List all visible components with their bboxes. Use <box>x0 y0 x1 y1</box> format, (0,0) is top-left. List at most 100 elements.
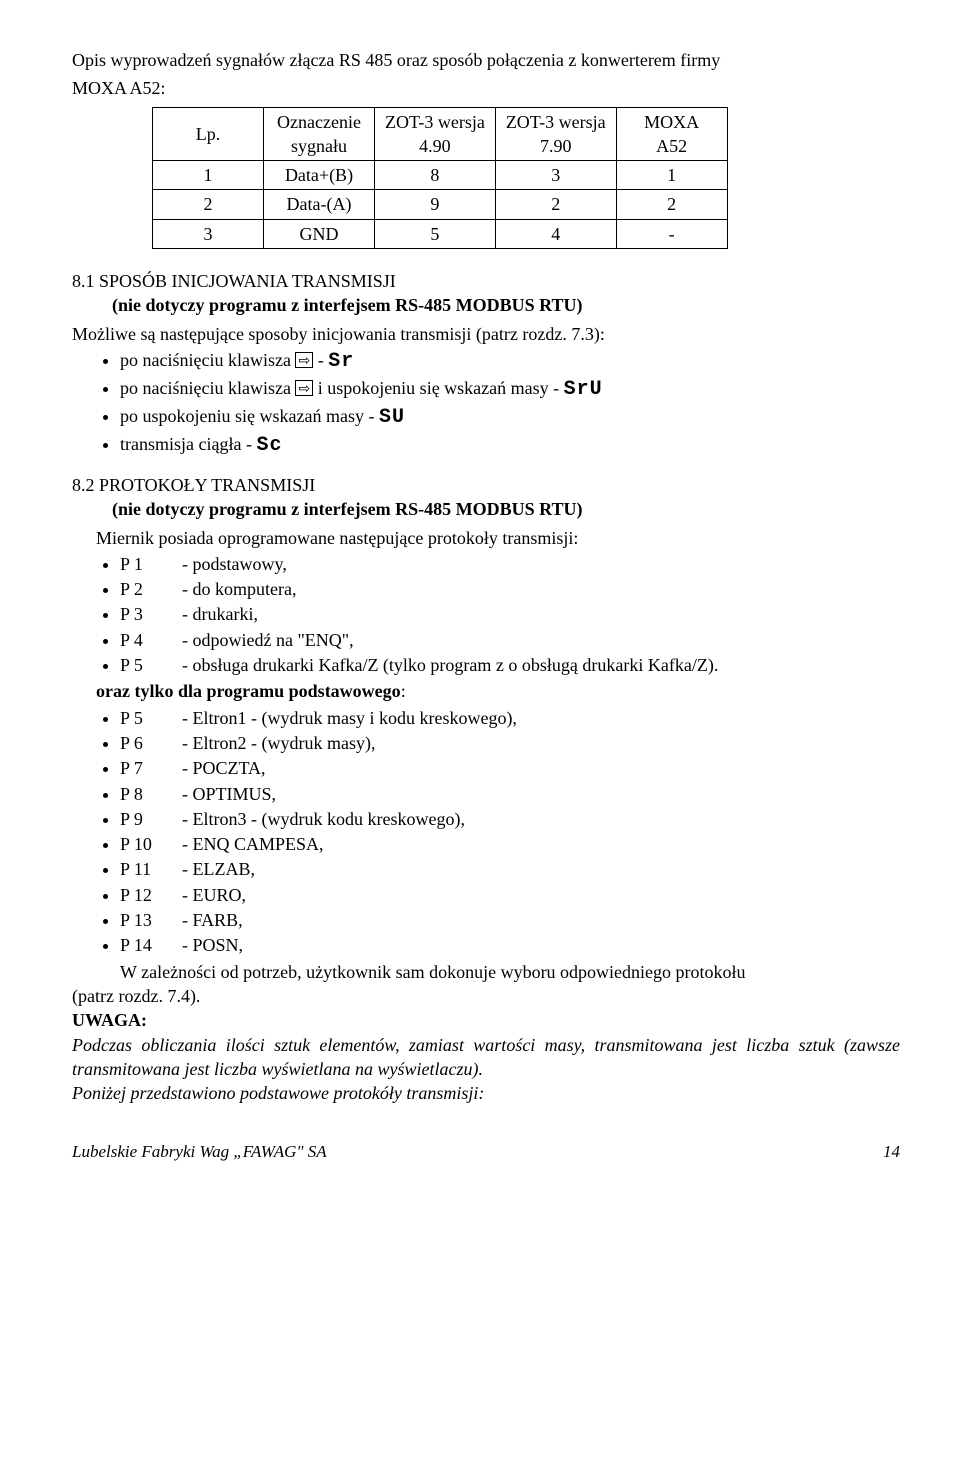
list-item: P 13- FARB, <box>120 908 900 932</box>
seg-display: Sr <box>328 350 354 373</box>
protocol-mid-text: oraz tylko dla programu podstawowego: <box>96 679 900 703</box>
th-text: sygnału <box>291 136 347 156</box>
section-82-lead: Miernik posiada oprogramowane następując… <box>96 526 900 550</box>
th-lp: Lp. <box>153 107 264 161</box>
li-text: po uspokojeniu się wskazań masy - <box>120 406 379 426</box>
th-text: A52 <box>656 136 687 156</box>
list-item: po naciśnięciu klawisza ⇨ i uspokojeniu … <box>120 376 900 403</box>
section-81-lead: Możliwe są następujące sposoby inicjowan… <box>72 322 900 346</box>
seg-display: SrU <box>564 378 603 401</box>
list-item: P 14- POSN, <box>120 933 900 957</box>
td: 2 <box>495 190 616 219</box>
seg-display: SU <box>379 406 405 429</box>
list-item: P 3- drukarki, <box>120 602 900 626</box>
th-text: MOXA <box>644 112 699 132</box>
list-item: P 1- podstawowy, <box>120 552 900 576</box>
footer-page-number: 14 <box>883 1141 900 1164</box>
section-82-sub: (nie dotyczy programu z interfejsem RS-4… <box>112 497 900 521</box>
mid-colon: : <box>401 681 406 701</box>
list-item: P 11- ELZAB, <box>120 857 900 881</box>
td: Data-(A) <box>264 190 375 219</box>
td: 2 <box>153 190 264 219</box>
proto-val: - EURO, <box>182 885 246 905</box>
proto-key: P 13 <box>120 908 182 932</box>
proto-val: - Eltron2 - (wydruk masy), <box>182 733 375 753</box>
uwaga-heading: UWAGA: <box>72 1008 900 1032</box>
proto-val: - podstawowy, <box>182 554 287 574</box>
th-z790: ZOT-3 wersja7.90 <box>495 107 616 161</box>
proto-val: - POCZTA, <box>182 758 266 778</box>
proto-val: - Eltron3 - (wydruk kodu kreskowego), <box>182 809 465 829</box>
proto-val: - FARB, <box>182 910 243 930</box>
proto-key: P 3 <box>120 602 182 626</box>
section-81-list: po naciśnięciu klawisza ⇨ - Sr po naciśn… <box>72 348 900 459</box>
proto-val: - ENQ CAMPESA, <box>182 834 324 854</box>
uwaga-note-1: Podczas obliczania ilości sztuk elementó… <box>72 1033 900 1082</box>
proto-key: P 4 <box>120 628 182 652</box>
footer-left: Lubelskie Fabryki Wag „FAWAG" SA <box>72 1141 327 1164</box>
proto-val: - obsługa drukarki Kafka/Z (tylko progra… <box>182 655 718 675</box>
protocol-list-2: P 5- Eltron1 - (wydruk masy i kodu kresk… <box>72 706 900 958</box>
list-item: P 5- obsługa drukarki Kafka/Z (tylko pro… <box>120 653 900 677</box>
signal-table: Lp. Oznaczeniesygnału ZOT-3 wersja4.90 Z… <box>152 107 728 249</box>
proto-key: P 1 <box>120 552 182 576</box>
list-item: P 7- POCZTA, <box>120 756 900 780</box>
list-item: P 9- Eltron3 - (wydruk kodu kreskowego), <box>120 807 900 831</box>
proto-key: P 8 <box>120 782 182 806</box>
li-text: i uspokojeniu się wskazań masy - <box>313 378 563 398</box>
td: 2 <box>616 190 727 219</box>
proto-key: P 14 <box>120 933 182 957</box>
th-text: Lp. <box>196 124 221 144</box>
list-item: P 6- Eltron2 - (wydruk masy), <box>120 731 900 755</box>
table-row: 2 Data-(A) 9 2 2 <box>153 190 728 219</box>
th-text: Oznaczenie <box>277 112 361 132</box>
list-item: po uspokojeniu się wskazań masy - SU <box>120 404 900 431</box>
proto-key: P 11 <box>120 857 182 881</box>
td: 8 <box>375 161 496 190</box>
td: Data+(B) <box>264 161 375 190</box>
intro-line-1: Opis wyprowadzeń sygnałów złącza RS 485 … <box>72 48 900 72</box>
th-moxa: MOXA A52 <box>616 107 727 161</box>
table-header-row: Lp. Oznaczeniesygnału ZOT-3 wersja4.90 Z… <box>153 107 728 161</box>
td: 1 <box>616 161 727 190</box>
td: 4 <box>495 219 616 248</box>
li-text: transmisja ciągła - <box>120 434 256 454</box>
td: 3 <box>495 161 616 190</box>
section-82-title: 8.2 PROTOKOŁY TRANSMISJI <box>72 473 900 497</box>
proto-val: - drukarki, <box>182 604 258 624</box>
list-item: P 12- EURO, <box>120 883 900 907</box>
table-row: 3 GND 5 4 - <box>153 219 728 248</box>
td: 3 <box>153 219 264 248</box>
proto-key: P 9 <box>120 807 182 831</box>
mid-bold: oraz tylko dla programu podstawowego <box>96 681 401 701</box>
list-item: P 5- Eltron1 - (wydruk masy i kodu kresk… <box>120 706 900 730</box>
proto-key: P 12 <box>120 883 182 907</box>
proto-key: P 6 <box>120 731 182 755</box>
list-item: P 4- odpowiedź na "ENQ", <box>120 628 900 652</box>
proto-key: P 2 <box>120 577 182 601</box>
protocol-tail-1: W zależności od potrzeb, użytkownik sam … <box>96 960 900 984</box>
td: 1 <box>153 161 264 190</box>
td: 9 <box>375 190 496 219</box>
td: GND <box>264 219 375 248</box>
proto-key: P 10 <box>120 832 182 856</box>
proto-val: - do komputera, <box>182 579 296 599</box>
proto-key: P 7 <box>120 756 182 780</box>
page-footer: Lubelskie Fabryki Wag „FAWAG" SA 14 <box>72 1141 900 1164</box>
li-text: po naciśnięciu klawisza <box>120 350 295 370</box>
th-sig: Oznaczenie sygnału <box>264 107 375 161</box>
th-z490: ZOT-3 wersja4.90 <box>375 107 496 161</box>
proto-key: P 5 <box>120 706 182 730</box>
uwaga-note-2: Poniżej przedstawiono podstawowe protokó… <box>72 1081 900 1105</box>
li-text: - <box>313 350 328 370</box>
proto-key: P 5 <box>120 653 182 677</box>
table-row: 1 Data+(B) 8 3 1 <box>153 161 728 190</box>
section-81-title: 8.1 SPOSÓB INICJOWANIA TRANSMISJI <box>72 269 900 293</box>
proto-val: - Eltron1 - (wydruk masy i kodu kreskowe… <box>182 708 517 728</box>
th-text: ZOT-3 wersja <box>506 112 606 132</box>
seg-display: Sc <box>256 434 282 457</box>
list-item: transmisja ciągła - Sc <box>120 432 900 459</box>
proto-val: - odpowiedź na "ENQ", <box>182 630 354 650</box>
th-text: 4.90 <box>419 136 451 156</box>
list-item: P 8- OPTIMUS, <box>120 782 900 806</box>
